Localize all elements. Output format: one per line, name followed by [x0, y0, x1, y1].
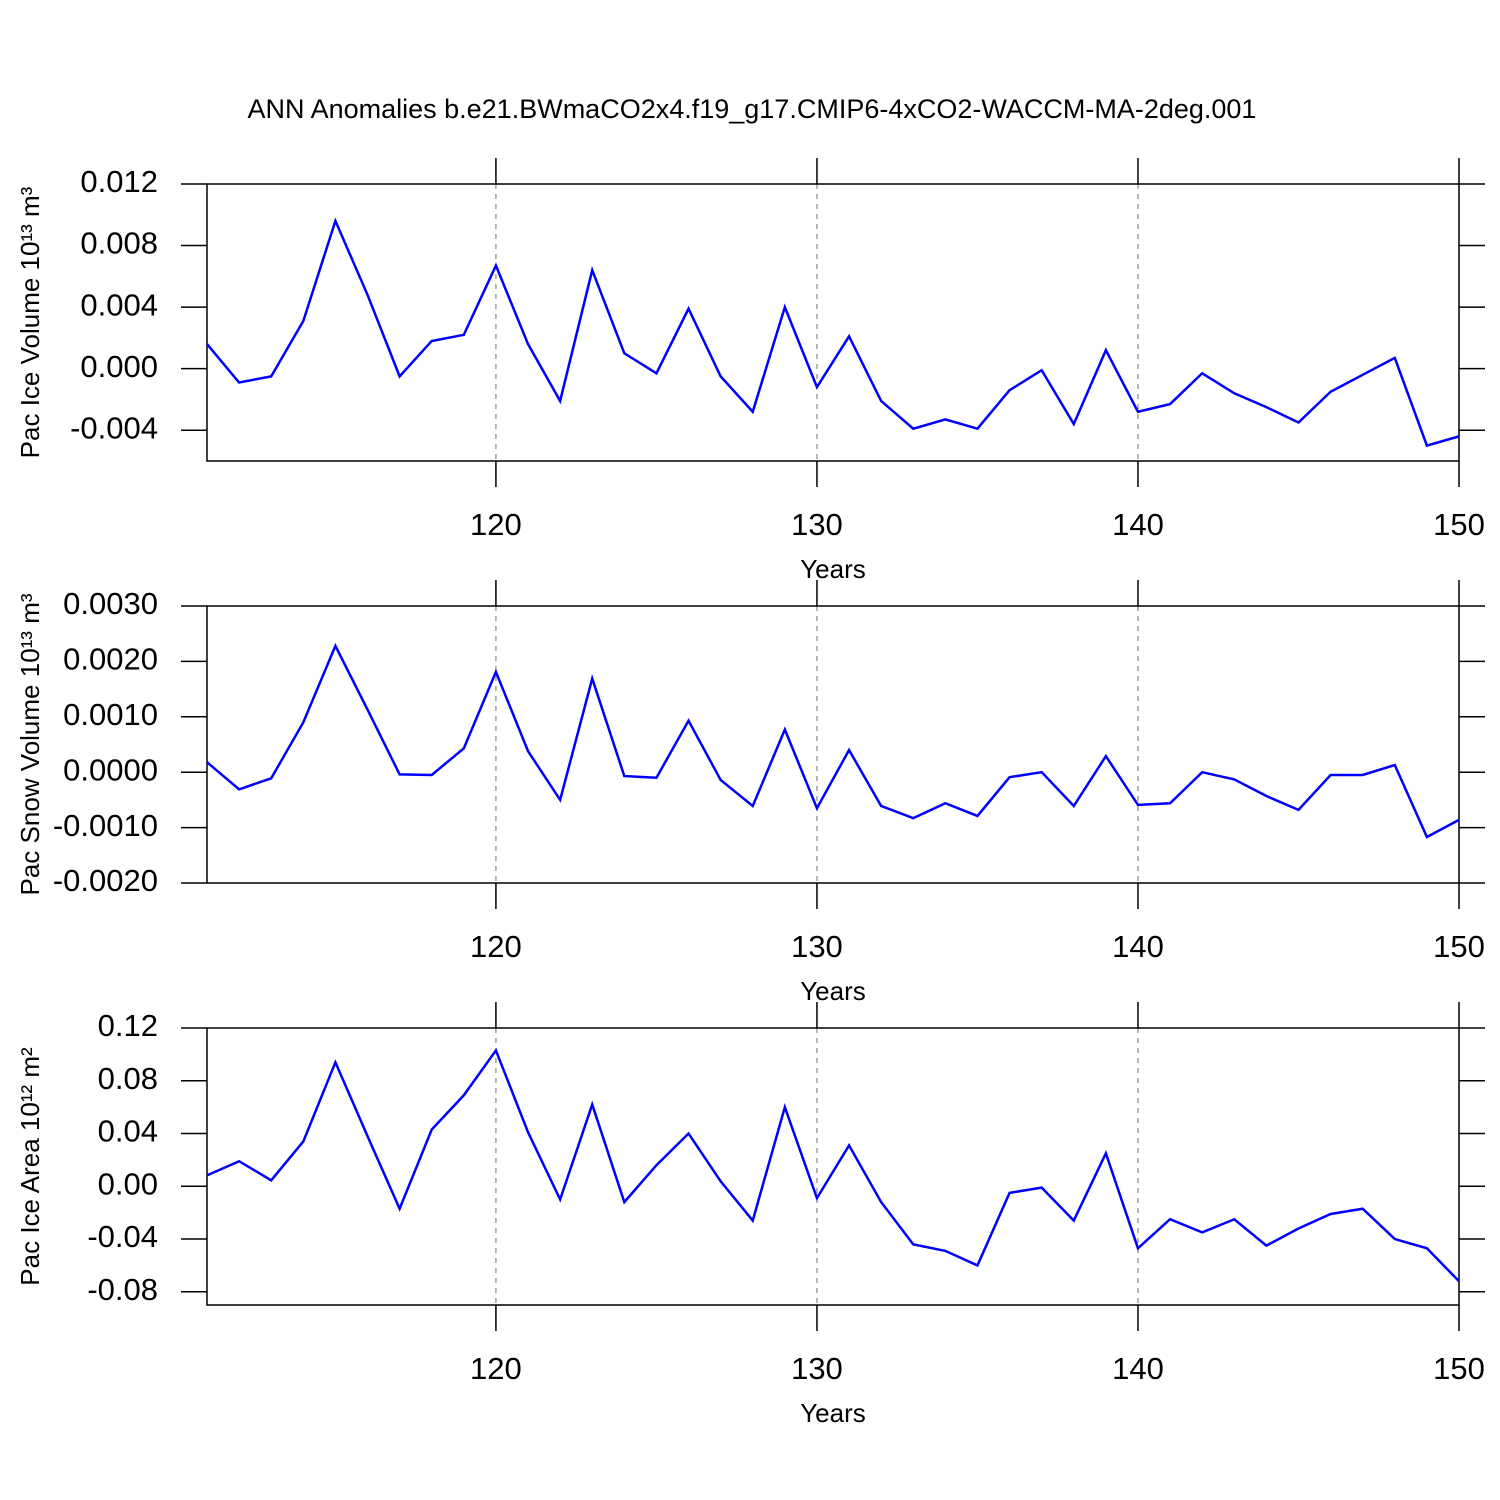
chart-title: ANN Anomalies b.e21.BWmaCO2x4.f19_g17.CM…: [248, 94, 1257, 124]
x-tick-label: 120: [470, 1351, 522, 1386]
y-tick-label: 0.000: [80, 349, 158, 384]
x-tick-label: 130: [791, 507, 843, 542]
y-axis-label: Pac Ice Volume 10¹³ m³: [15, 186, 45, 458]
y-tick-label: 0.0020: [63, 642, 158, 677]
plot-frame: [206, 183, 1460, 462]
y-tick-label: -0.08: [87, 1272, 158, 1307]
x-tick-label: 150: [1433, 507, 1485, 542]
x-tick-label: 140: [1112, 1351, 1164, 1386]
y-tick-label: 0.04: [98, 1114, 158, 1149]
x-tick-label: 130: [791, 1351, 843, 1386]
x-tick-label: 150: [1433, 929, 1485, 964]
x-tick-label: 120: [470, 929, 522, 964]
x-axis-label: Years: [800, 554, 866, 584]
y-axis-label: Pac Snow Volume 10¹³ m³: [15, 593, 45, 895]
y-tick-label: 0.0000: [63, 752, 158, 787]
y-tick-label: 0.008: [80, 226, 158, 261]
x-tick-label: 120: [470, 507, 522, 542]
plot-frame: [206, 605, 1460, 884]
y-tick-label: 0.12: [98, 1008, 158, 1043]
y-tick-label: -0.004: [70, 410, 158, 445]
y-tick-label: 0.00: [98, 1166, 158, 1201]
x-axis-label: Years: [800, 976, 866, 1006]
x-tick-label: 130: [791, 929, 843, 964]
x-axis-label: Years: [800, 1398, 866, 1428]
y-tick-label: -0.0010: [53, 808, 158, 843]
x-tick-label: 140: [1112, 929, 1164, 964]
data-line: [206, 217, 1460, 448]
y-tick-label: 0.004: [80, 287, 158, 322]
y-axis-label: Pac Ice Area 10¹² m²: [15, 1047, 45, 1286]
data-line: [206, 1047, 1460, 1283]
y-tick-label: 0.08: [98, 1061, 158, 1096]
y-tick-label: -0.04: [87, 1219, 158, 1254]
y-tick-label: 0.0010: [63, 697, 158, 732]
y-tick-label: 0.012: [80, 164, 158, 199]
data-line: [206, 642, 1460, 839]
x-tick-label: 140: [1112, 507, 1164, 542]
x-tick-label: 150: [1433, 1351, 1485, 1386]
plot-frame: [206, 1027, 1460, 1306]
y-tick-label: 0.0030: [63, 586, 158, 621]
y-tick-label: -0.0020: [53, 863, 158, 898]
